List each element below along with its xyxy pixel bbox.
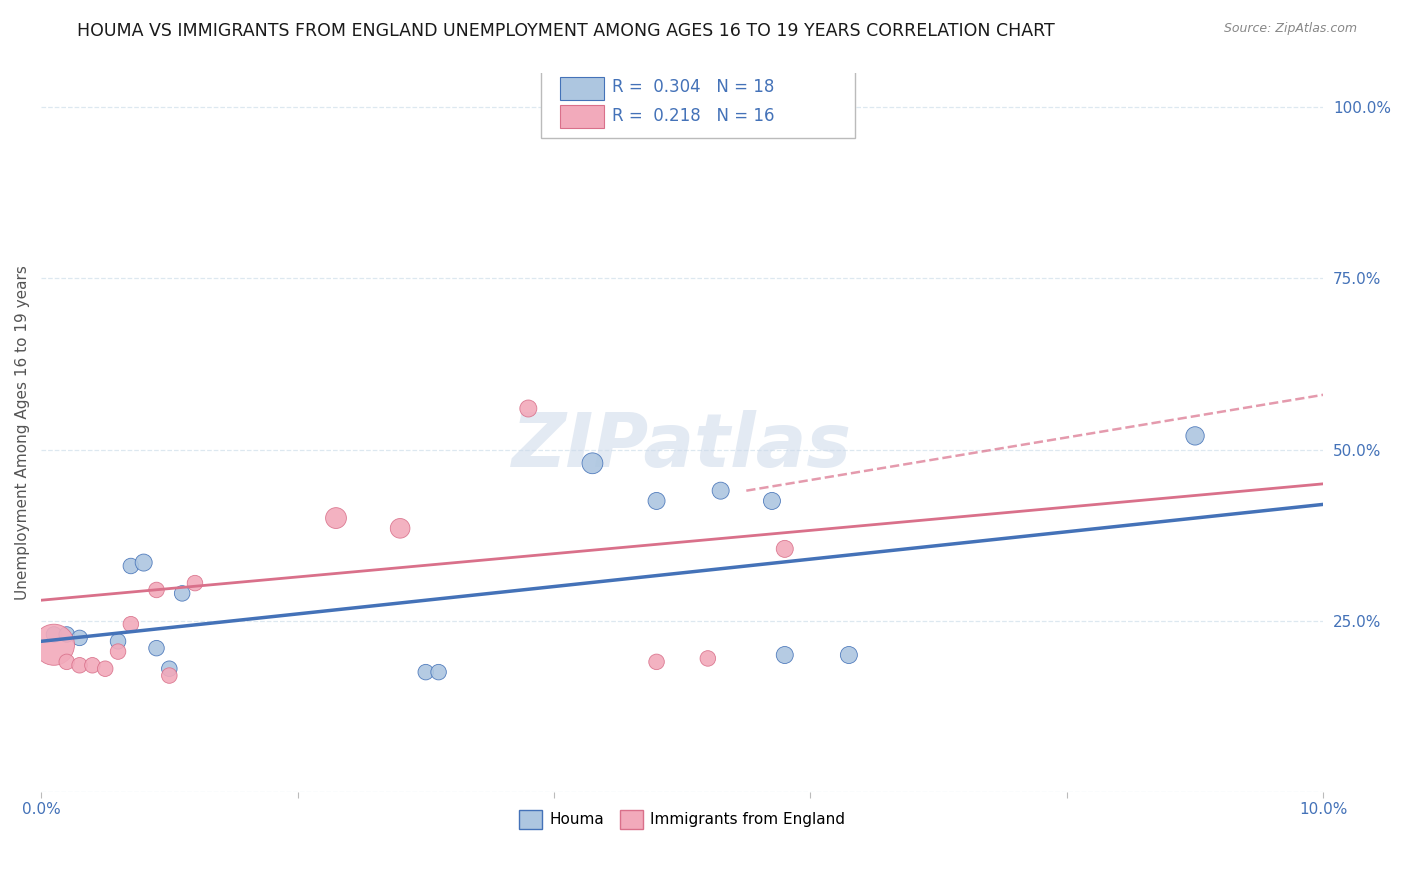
Point — [581, 456, 603, 470]
Point — [42, 638, 65, 652]
Point — [145, 641, 167, 656]
Point — [645, 655, 668, 669]
Point — [325, 511, 347, 525]
Text: Source: ZipAtlas.com: Source: ZipAtlas.com — [1223, 22, 1357, 36]
FancyBboxPatch shape — [541, 59, 855, 137]
Point — [69, 658, 91, 673]
Point — [157, 668, 180, 682]
Point — [427, 665, 450, 680]
Point — [107, 644, 129, 658]
Point — [55, 627, 77, 641]
Text: ZIPatlas: ZIPatlas — [512, 410, 852, 483]
Point — [761, 494, 783, 508]
Point — [157, 662, 180, 676]
Point — [645, 494, 668, 508]
Point — [184, 576, 207, 591]
Text: R =  0.304   N = 18: R = 0.304 N = 18 — [612, 78, 775, 96]
Point — [773, 541, 796, 556]
Point — [710, 483, 733, 498]
Point — [773, 648, 796, 662]
Point — [415, 665, 437, 680]
Point — [1184, 429, 1206, 443]
Text: R =  0.218   N = 16: R = 0.218 N = 16 — [612, 107, 775, 125]
Point — [94, 662, 117, 676]
Point — [838, 648, 860, 662]
Point — [132, 556, 155, 570]
Point — [107, 634, 129, 648]
Point — [517, 401, 540, 416]
Point — [55, 655, 77, 669]
Point — [696, 651, 718, 665]
Point — [82, 658, 104, 673]
FancyBboxPatch shape — [561, 77, 605, 100]
Y-axis label: Unemployment Among Ages 16 to 19 years: Unemployment Among Ages 16 to 19 years — [15, 265, 30, 600]
Point — [389, 521, 412, 535]
Text: HOUMA VS IMMIGRANTS FROM ENGLAND UNEMPLOYMENT AMONG AGES 16 TO 19 YEARS CORRELAT: HOUMA VS IMMIGRANTS FROM ENGLAND UNEMPLO… — [77, 22, 1054, 40]
Point — [69, 631, 91, 645]
Point — [145, 582, 167, 597]
FancyBboxPatch shape — [561, 105, 605, 128]
Legend: Houma, Immigrants from England: Houma, Immigrants from England — [513, 804, 852, 835]
Point — [120, 617, 142, 632]
Point — [42, 627, 65, 641]
Point — [120, 559, 142, 574]
Point — [172, 586, 194, 600]
